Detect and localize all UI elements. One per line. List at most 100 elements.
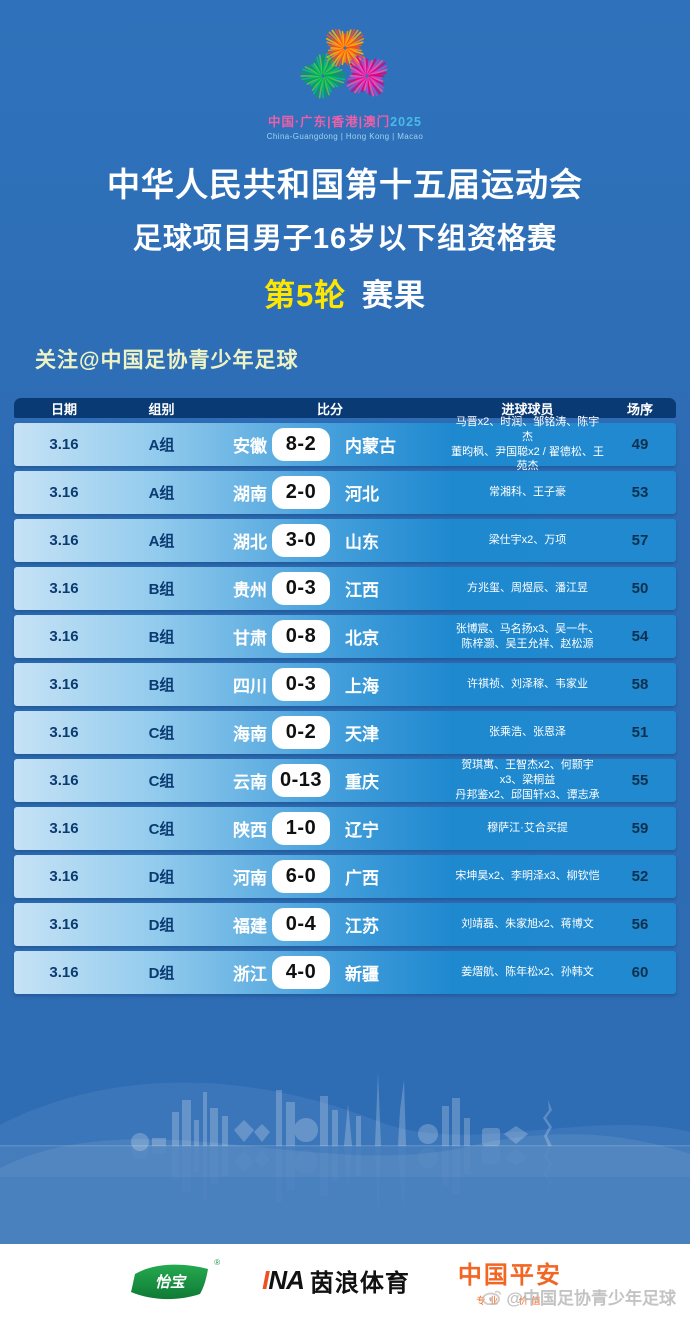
match-group: B组	[148, 629, 175, 646]
score-badge: 0-3	[272, 668, 330, 701]
score-badge-cell: 3-0	[271, 524, 331, 557]
table-row: 3.16 A组 湖北 3-0 山东 梁仕宇x2、万项 57	[14, 519, 676, 562]
match-order: 58	[631, 676, 649, 693]
match-date: 3.16	[49, 916, 79, 933]
match-date: 3.16	[49, 724, 79, 741]
goal-scorers: 张博宸、马名扬x3、吴一牛、陈梓灏、吴王允祥、赵松源	[455, 622, 600, 650]
score-badge-cell: 8-2	[271, 428, 331, 461]
score-badge-cell: 0-4	[271, 908, 331, 941]
score-badge-cell: 0-13	[271, 764, 331, 797]
score-badge: 0-4	[272, 908, 330, 941]
score-badge: 0-2	[272, 716, 330, 749]
match-date: 3.16	[49, 484, 79, 501]
home-team: 福建	[233, 917, 267, 936]
round-title: 第5轮 赛果	[0, 270, 690, 315]
match-order: 55	[631, 772, 649, 789]
score-badge: 4-0	[272, 956, 330, 989]
score-badge: 6-0	[272, 860, 330, 893]
home-team: 海南	[233, 725, 267, 744]
away-team: 重庆	[345, 773, 379, 792]
logo-host-cities-en: China-Guangdong | Hong Kong | Macao	[266, 132, 424, 141]
header-order: 场序	[626, 401, 653, 417]
header-scorers: 进球球员	[501, 401, 554, 417]
goal-scorers: 梁仕宇x2、万项	[488, 534, 567, 547]
away-team: 辽宁	[345, 821, 379, 840]
logo-year: 2025	[390, 115, 422, 129]
skyline-decoration	[0, 1072, 690, 1245]
score-badge-cell: 0-3	[271, 572, 331, 605]
goal-scorers: 马晋x2、时润、邹铭涛、陈宇杰 董昀枫、尹国聪x2 / 翟德松、王苑杰	[451, 415, 604, 473]
match-order: 54	[631, 628, 649, 645]
match-date: 3.16	[49, 532, 79, 549]
logo-host-cities: 中国·广东|香港|澳门2025	[0, 111, 690, 130]
goal-scorers: 穆萨江·艾合买提	[487, 822, 568, 835]
match-date: 3.16	[49, 868, 79, 885]
table-header: 日期 组别 比分 进球球员 场序	[14, 398, 676, 418]
table-row: 3.16 C组 陕西 1-0 辽宁 穆萨江·艾合买提 59	[14, 807, 676, 850]
match-date: 3.16	[49, 676, 79, 693]
score-badge: 0-3	[272, 572, 330, 605]
sponsor-cestbon: 怡宝 ®	[128, 1258, 220, 1302]
match-order: 51	[631, 724, 649, 741]
goal-scorers: 方兆玺、周煜辰、潘江昱	[467, 582, 588, 595]
round-number: 第5轮	[264, 278, 347, 313]
page-subtitle: 足球项目男子16岁以下组资格赛	[132, 223, 558, 255]
away-team: 北京	[345, 629, 379, 648]
goal-scorers: 宋坤昊x2、李明泽x3、柳钦恺	[455, 870, 600, 883]
home-team: 四川	[233, 677, 267, 696]
games-emblem-icon	[300, 28, 388, 99]
match-group: C组	[148, 725, 175, 742]
score-badge-cell: 0-2	[271, 716, 331, 749]
match-group: B组	[148, 581, 175, 598]
score-badge: 8-2	[272, 428, 330, 461]
table-row: 3.16 C组 云南 0-13 重庆 贺琪寓、王智杰x2、何颢宇x3、梁桐益 丹…	[14, 759, 676, 802]
away-team: 广西	[345, 869, 379, 888]
goal-scorers: 张乘浩、张恩泽	[489, 726, 566, 739]
goal-scorers: 贺琪寓、王智杰x2、何颢宇x3、梁桐益 丹邦鉴x2、邱国轩x3、谭志承	[455, 759, 600, 801]
sponsor-ina: INA 茵浪体育	[262, 1263, 410, 1298]
score-badge-cell: 0-8	[271, 620, 331, 653]
score-badge-cell: 0-3	[271, 668, 331, 701]
score-badge-cell: 2-0	[271, 476, 331, 509]
header-date: 日期	[50, 401, 77, 417]
match-order: 50	[631, 580, 649, 597]
match-order: 56	[631, 916, 649, 933]
table-row: 3.16 A组 安徽 8-2 内蒙古 马晋x2、时润、邹铭涛、陈宇杰 董昀枫、尹…	[14, 416, 676, 472]
table-row: 3.16 B组 四川 0-3 上海 许祺祯、刘泽稼、韦家业 58	[14, 663, 676, 706]
round-label: 赛果	[361, 278, 426, 313]
home-team: 陕西	[233, 821, 267, 840]
sponsor-footer: 怡宝 ® INA 茵浪体育 中国平安 专业 · 价值 @中国足协青少年足球	[0, 1244, 690, 1317]
match-order: 57	[631, 532, 649, 549]
match-group: B组	[148, 677, 175, 694]
match-group: D组	[148, 965, 175, 982]
match-order: 60	[631, 964, 649, 981]
home-team: 甘肃	[233, 629, 267, 648]
match-group: D组	[148, 869, 175, 886]
away-team: 山东	[345, 533, 379, 552]
match-date: 3.16	[49, 436, 79, 453]
match-date: 3.16	[49, 580, 79, 597]
cestbon-flag-icon: 怡宝	[131, 1264, 209, 1299]
score-badge-cell: 4-0	[271, 956, 331, 989]
match-order: 49	[631, 436, 649, 453]
table-row: 3.16 B组 甘肃 0-8 北京 张博宸、马名扬x3、吴一牛、陈梓灏、吴王允祥…	[14, 615, 676, 658]
table-row: 3.16 D组 河南 6-0 广西 宋坤昊x2、李明泽x3、柳钦恺 52	[14, 855, 676, 898]
goal-scorers: 刘靖磊、朱家旭x2、蒋博文	[461, 918, 594, 931]
match-group: A组	[148, 533, 175, 550]
score-badge: 0-8	[272, 620, 330, 653]
home-team: 安徽	[233, 437, 267, 456]
goal-scorers: 常湘科、王子豪	[489, 486, 566, 499]
home-team: 湖南	[233, 485, 267, 504]
goal-scorers: 许祺祯、刘泽稼、韦家业	[467, 678, 588, 691]
header-score: 比分	[316, 401, 343, 417]
home-team: 云南	[233, 773, 267, 792]
away-team: 新疆	[345, 965, 379, 984]
table-row: 3.16 C组 海南 0-2 天津 张乘浩、张恩泽 51	[14, 711, 676, 754]
cestbon-label: 怡宝	[155, 1273, 187, 1291]
match-order: 59	[631, 820, 649, 837]
results-table-body: 3.16 A组 安徽 8-2 内蒙古 马晋x2、时润、邹铭涛、陈宇杰 董昀枫、尹…	[14, 416, 676, 994]
home-team: 河南	[233, 869, 267, 888]
match-order: 53	[631, 484, 649, 501]
follow-account-text: 关注@中国足协青少年足球	[35, 349, 299, 372]
